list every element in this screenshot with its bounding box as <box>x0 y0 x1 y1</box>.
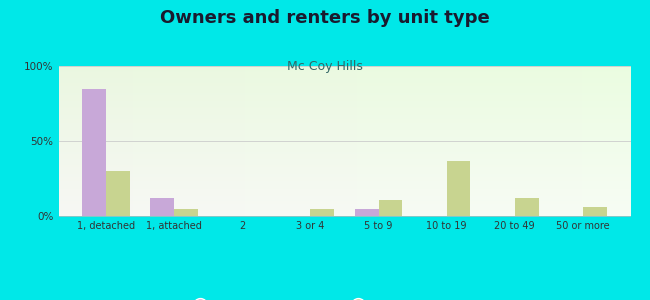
Bar <box>83 88 106 216</box>
Bar <box>355 208 378 216</box>
Bar <box>378 200 402 216</box>
Text: Owners and renters by unit type: Owners and renters by unit type <box>160 9 490 27</box>
Bar <box>106 171 130 216</box>
Bar <box>150 198 174 216</box>
Legend: Owner occupied units, Renter occupied units: Owner occupied units, Renter occupied un… <box>190 296 499 300</box>
Bar <box>515 198 539 216</box>
Bar <box>174 208 198 216</box>
Text: Mc Coy Hills: Mc Coy Hills <box>287 60 363 73</box>
Bar <box>311 208 334 216</box>
Bar <box>447 160 471 216</box>
Bar <box>583 207 606 216</box>
